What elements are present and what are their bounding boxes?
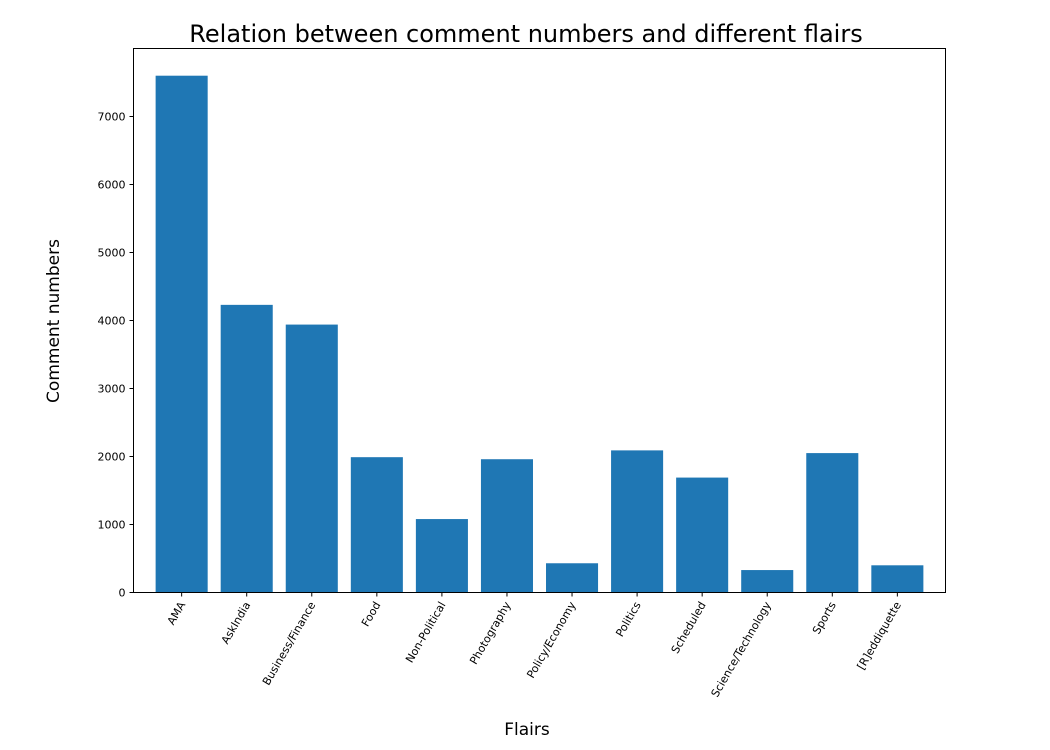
bar-3 [350, 457, 403, 593]
y-tick-label: 1000 [98, 519, 126, 532]
x-axis: AMA AskIndia Business/Finance Food Non-Polit… [165, 592, 904, 700]
x-tick-label: Food [359, 600, 383, 629]
x-tick-label: Photography [467, 599, 514, 667]
y-tick-label: 4000 [98, 315, 126, 328]
x-tick-label: Policy/Economy [524, 599, 579, 680]
bar-11 [871, 565, 924, 593]
x-tick-label: AMA [165, 599, 189, 627]
x-tick-label: Sports [810, 599, 839, 636]
bar-7 [611, 450, 664, 593]
bar-0 [155, 75, 208, 593]
plot-frame [133, 48, 946, 593]
x-tick-label: Scheduled [669, 600, 709, 656]
bar-4 [415, 519, 468, 593]
y-axis-label: Comment numbers [44, 239, 64, 403]
bars-group [155, 75, 924, 593]
y-tick-label: 6000 [98, 179, 126, 192]
y-tick-label: 2000 [98, 451, 126, 464]
x-tick-label: Science/Technology [709, 599, 774, 699]
bar-9 [741, 570, 794, 593]
y-axis: 0 1000 2000 3000 4000 5000 6000 7000 [98, 111, 134, 600]
x-tick-label: Politics [613, 599, 644, 639]
y-tick-label: 0 [119, 587, 126, 600]
bar-5 [480, 459, 533, 593]
chart-title: Relation between comment numbers and dif… [189, 20, 862, 48]
x-tick-label: [R]eddiquette [855, 599, 904, 672]
y-tick-label: 7000 [98, 111, 126, 124]
y-tick-label: 5000 [98, 247, 126, 260]
bar-8 [676, 477, 729, 593]
bar-10 [806, 453, 859, 593]
bar-1 [220, 304, 273, 593]
bar-2 [285, 324, 338, 593]
x-tick-label: AskIndia [219, 600, 254, 647]
y-tick-label: 3000 [98, 383, 126, 396]
x-tick-label: Business/Finance [260, 599, 319, 687]
x-tick-label: Non-Political [403, 600, 448, 666]
x-axis-label: Flairs [504, 720, 550, 740]
bar-6 [546, 563, 599, 593]
